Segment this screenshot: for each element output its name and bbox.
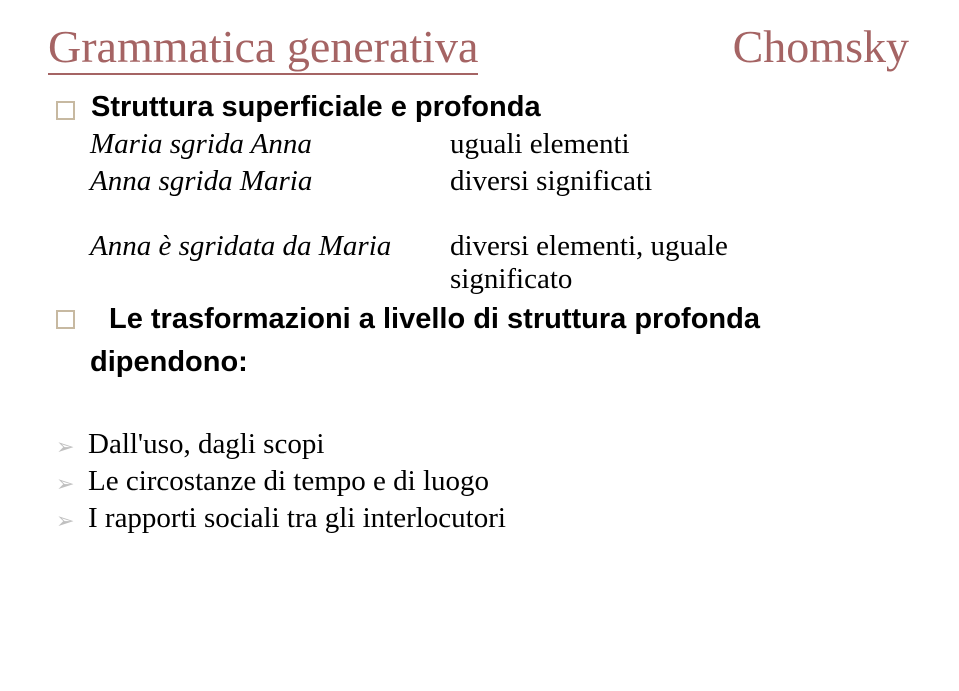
title-right: Chomsky <box>733 20 909 73</box>
example-left: Anna sgrida Maria <box>90 165 450 198</box>
sub-text: Le circostanze di tempo e di luogo <box>88 465 489 498</box>
example-left: Maria sgrida Anna <box>90 128 450 161</box>
example-right: uguali elementi <box>450 128 630 161</box>
arrow-bullet-icon: ➢ <box>56 508 74 534</box>
sub-line-1: ➢ Dall'uso, dagli scopi <box>56 428 919 461</box>
example-left: Anna è sgridata da Maria <box>90 230 450 263</box>
spacer <box>56 410 919 428</box>
example-row-2: Anna sgrida Maria diversi significati <box>90 165 919 198</box>
subtitle-text: Struttura superficiale e profonda <box>91 91 541 124</box>
arrow-bullet-icon: ➢ <box>56 471 74 497</box>
sub-line-2: ➢ Le circostanze di tempo e di luogo <box>56 465 919 498</box>
arrow-bullet-icon: ➢ <box>56 434 74 460</box>
square-bullet-icon <box>56 101 75 120</box>
spacer <box>56 202 919 230</box>
spacer <box>56 382 919 410</box>
transform-text-l2: dipendono: <box>90 346 248 378</box>
example-row-3: Anna è sgridata da Maria diversi element… <box>90 230 919 296</box>
slide: Grammatica generativa Chomsky Struttura … <box>0 0 959 691</box>
sub-text: Dall'uso, dagli scopi <box>88 428 324 461</box>
example-right-line1: diversi elementi, uguale <box>450 230 728 262</box>
example-block-1: Maria sgrida Anna uguali elementi Anna s… <box>56 128 919 198</box>
example-block-2: Anna è sgridata da Maria diversi element… <box>56 230 919 296</box>
example-row-1: Maria sgrida Anna uguali elementi <box>90 128 919 161</box>
sub-line-3: ➢ I rapporti sociali tra gli interlocuto… <box>56 502 919 535</box>
transform-text: Le trasformazioni a livello di struttura… <box>91 300 760 339</box>
title-left: Grammatica generativa <box>48 20 478 73</box>
example-right: diversi elementi, uguale significato <box>450 230 728 296</box>
example-right: diversi significati <box>450 165 652 198</box>
transform-line-2: dipendono: <box>56 343 919 382</box>
transform-text-l1: Le trasformazioni a livello di struttura… <box>109 303 760 335</box>
title-left-text: Grammatica generativa <box>48 21 478 75</box>
square-bullet-icon <box>56 310 75 329</box>
subtitle-line: Struttura superficiale e profonda <box>56 91 919 124</box>
body: Struttura superficiale e profonda Maria … <box>48 73 919 535</box>
title-row: Grammatica generativa Chomsky <box>48 20 919 73</box>
example-right-line2: significato <box>450 263 572 295</box>
sub-text: I rapporti sociali tra gli interlocutori <box>88 502 506 535</box>
transform-line: Le trasformazioni a livello di struttura… <box>56 300 919 339</box>
